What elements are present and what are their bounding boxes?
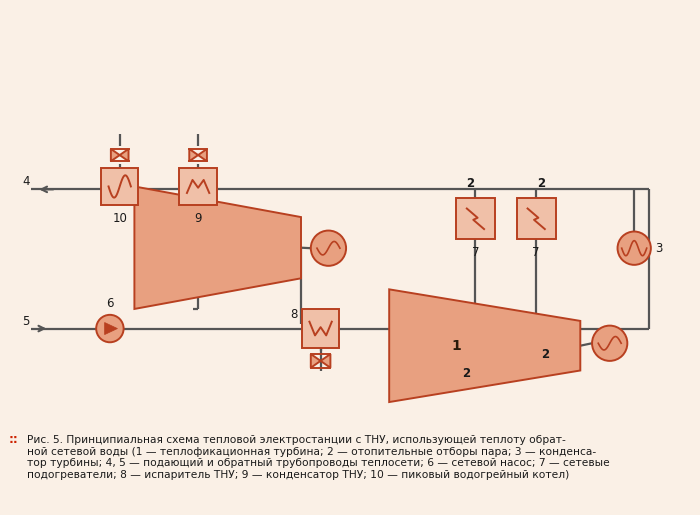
Circle shape xyxy=(311,231,346,266)
Text: 4: 4 xyxy=(22,176,29,188)
Text: Рис. 5. Принципиальная схема тепловой электростанции с ТНУ, использующей теплоту: Рис. 5. Принципиальная схема тепловой эл… xyxy=(27,435,609,480)
Text: 5: 5 xyxy=(22,315,29,328)
Polygon shape xyxy=(111,149,120,161)
Bar xyxy=(456,198,495,239)
Circle shape xyxy=(617,232,651,265)
Text: 1: 1 xyxy=(452,339,461,353)
Text: ::: :: xyxy=(8,433,18,445)
Text: 7: 7 xyxy=(472,246,480,259)
Circle shape xyxy=(592,325,627,361)
Bar xyxy=(302,309,340,348)
Text: 6: 6 xyxy=(106,297,113,310)
Polygon shape xyxy=(134,186,301,309)
Polygon shape xyxy=(311,354,321,368)
Polygon shape xyxy=(198,149,207,161)
Text: 9: 9 xyxy=(195,212,202,225)
Polygon shape xyxy=(389,289,580,402)
Bar xyxy=(101,168,139,205)
Polygon shape xyxy=(104,322,118,335)
Polygon shape xyxy=(120,149,129,161)
Text: 10: 10 xyxy=(112,212,127,225)
Text: 3: 3 xyxy=(654,242,662,255)
Polygon shape xyxy=(321,354,330,368)
Text: 7: 7 xyxy=(533,246,540,259)
Text: 8: 8 xyxy=(290,308,298,321)
Bar xyxy=(179,168,217,205)
Text: 2: 2 xyxy=(463,367,470,381)
Text: 2: 2 xyxy=(466,177,475,190)
Text: 2: 2 xyxy=(537,177,545,190)
Text: 2: 2 xyxy=(541,348,550,361)
Bar xyxy=(517,198,556,239)
Polygon shape xyxy=(189,149,198,161)
Circle shape xyxy=(96,315,124,342)
